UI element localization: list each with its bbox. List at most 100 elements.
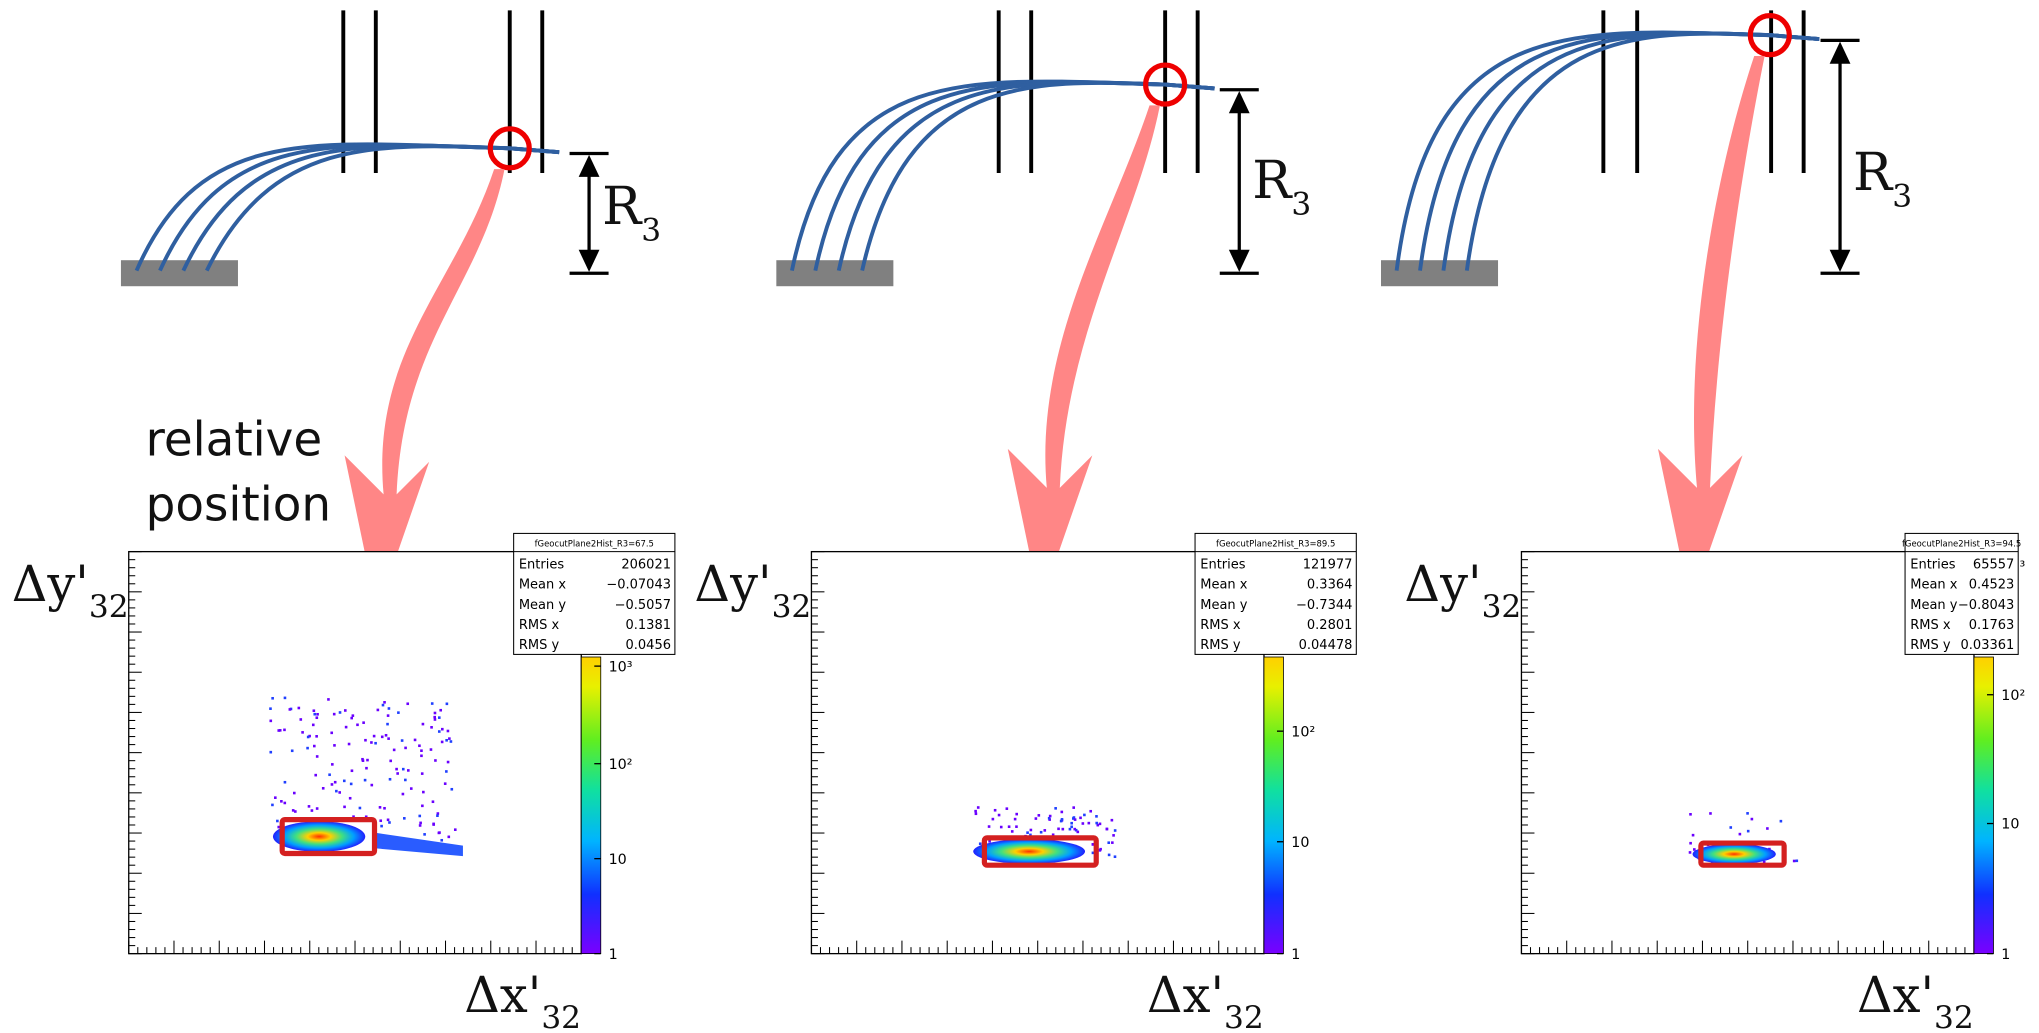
hist-dot <box>349 797 352 800</box>
hist-dot <box>403 817 406 820</box>
hist-dot <box>380 825 383 828</box>
stats-key: RMS x <box>519 618 560 633</box>
y-axis-label-sub: 32 <box>772 589 812 625</box>
hist-dot <box>284 697 287 700</box>
hist-dot <box>335 790 338 793</box>
hist-dot <box>1766 827 1769 830</box>
y-axis-label-main: Δy' <box>12 555 89 613</box>
r3-label: R3 <box>1252 151 1311 223</box>
stats-value: 121977 <box>1303 558 1353 573</box>
y-axis-label-sub: 32 <box>89 589 129 625</box>
hist-dot <box>430 748 433 751</box>
y-axis-label-sub: 32 <box>1482 589 1522 625</box>
hist-dot <box>271 804 274 807</box>
stats-title: fGeocutPlane2Hist_R3=89.5 <box>1216 538 1335 548</box>
hist-dot <box>343 806 346 809</box>
hist-dot <box>1008 825 1011 828</box>
hist-dot <box>397 711 400 714</box>
hist-dot <box>1099 823 1102 826</box>
hist-dot <box>402 768 405 771</box>
hist-dot <box>387 737 390 740</box>
hist-dot <box>1795 859 1798 862</box>
stats-value: 0.03361 <box>1961 638 2015 653</box>
hist-dot <box>301 731 304 734</box>
stats-title: fGeocutPlane2Hist_R3=67.5 <box>535 538 654 548</box>
hist-dot <box>1088 822 1091 825</box>
stats-value: 0.1381 <box>626 618 671 633</box>
hist-dot <box>1693 848 1696 851</box>
hist-dot <box>1793 860 1796 863</box>
hist-dot <box>382 704 385 707</box>
hist-blob <box>973 839 1085 864</box>
hist-dot <box>331 763 334 766</box>
hist-dot <box>315 735 318 738</box>
hist-dot <box>1114 829 1117 832</box>
stats-title: fGeocutPlane2Hist_R3=94.5 <box>1902 538 2021 548</box>
hist-dot <box>445 739 448 742</box>
stats-key: Entries <box>1910 558 1955 573</box>
hist-dot <box>388 821 391 824</box>
hist-dot <box>1709 812 1712 815</box>
stats-key: RMS y <box>519 638 560 653</box>
hist-dot <box>306 747 309 750</box>
hist-dot <box>441 728 444 731</box>
hist-dot <box>316 807 319 810</box>
hist-dot <box>1112 834 1115 837</box>
pink-arrow <box>345 169 505 611</box>
hist-blob <box>1693 844 1776 864</box>
dim-arrowhead <box>1229 250 1250 272</box>
colorbar-label: 10 <box>609 852 627 868</box>
hist-dot <box>1729 826 1732 829</box>
hist-dot <box>322 787 325 790</box>
hist-dot <box>1083 814 1086 817</box>
hist-dot <box>430 726 433 729</box>
r3-label-sub: 3 <box>1892 179 1912 215</box>
hist-dot <box>441 741 444 744</box>
colorbar-label: 10² <box>609 757 633 773</box>
hist-dot <box>445 770 448 773</box>
hist-dot <box>433 716 436 719</box>
hist-dot <box>289 708 292 711</box>
hist-dot <box>314 774 317 777</box>
hist-dot <box>1747 830 1750 833</box>
hist-dot <box>1057 828 1060 831</box>
hist-dot <box>345 726 348 729</box>
hist-dot <box>313 745 316 748</box>
hist-dot <box>992 818 995 821</box>
hist-dot <box>1070 826 1073 829</box>
hist-dot <box>401 739 404 742</box>
hist-dot <box>974 810 977 813</box>
hist-dot <box>385 734 388 737</box>
hist-dot <box>440 839 443 842</box>
r3-label-main: R <box>1252 151 1293 211</box>
x-axis-label-sub: 32 <box>1224 1000 1264 1033</box>
hist-dot <box>277 729 280 732</box>
hist-dot <box>1106 828 1109 831</box>
hist-dot <box>1114 855 1117 858</box>
hist-dot <box>359 807 362 810</box>
hist-dot <box>1073 828 1076 831</box>
hist-dot <box>436 814 439 817</box>
hist-dot <box>351 769 354 772</box>
hist-dot <box>387 819 390 822</box>
hist-dot <box>1780 820 1783 823</box>
hist-dot <box>274 796 277 799</box>
stats-value: −0.5057 <box>615 598 671 613</box>
hist-dot <box>448 737 451 740</box>
colorbar-label: 10 <box>2001 817 2019 833</box>
stats-key: RMS y <box>1910 638 1951 653</box>
hist-dot <box>434 712 437 715</box>
hist-dot <box>293 792 296 795</box>
hist-dot <box>1751 818 1754 821</box>
r3-label-main: R <box>602 177 643 237</box>
colorbar-label: 10 <box>1291 835 1309 851</box>
colorbar <box>1974 657 1994 954</box>
stats-value: 0.0456 <box>626 638 671 653</box>
hist-dot <box>1082 822 1085 825</box>
x-axis-label: Δx'32 <box>1147 966 1264 1033</box>
hist-dot <box>1015 813 1018 816</box>
hist-dot <box>439 709 442 712</box>
stats-value: −0.8043 <box>1958 598 2014 613</box>
hist-dot <box>975 812 978 815</box>
hist-dot <box>1015 825 1018 828</box>
